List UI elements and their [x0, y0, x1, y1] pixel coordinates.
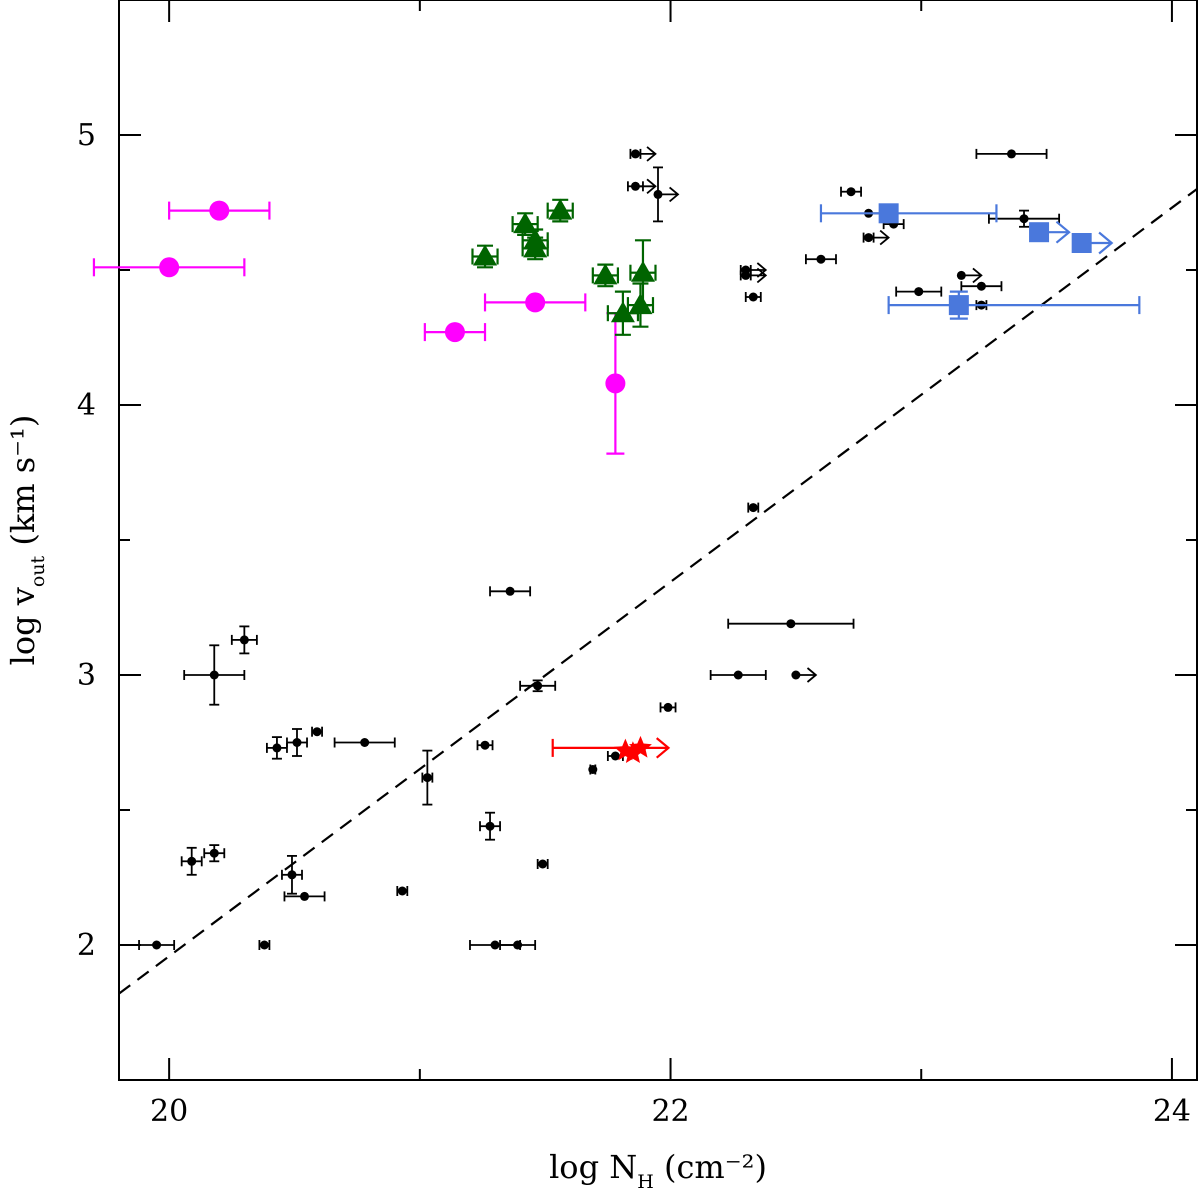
- data-point: [593, 263, 618, 285]
- data-point: [816, 254, 826, 264]
- series-blue: [819, 203, 1141, 320]
- x-axis-title: log NH (cm⁻²): [549, 1148, 767, 1193]
- data-point: [209, 670, 219, 680]
- limit-arrow-head: [646, 146, 657, 162]
- data-point: [444, 322, 465, 343]
- data-point: [422, 773, 432, 783]
- fit-line: [118, 188, 1198, 995]
- limit-arrow-head: [879, 229, 890, 246]
- y-tick-label: 5: [77, 118, 96, 153]
- data-point: [630, 260, 655, 282]
- data-point: [513, 212, 538, 234]
- plot-frame: [118, 0, 1198, 1081]
- y-axis-title-unit: (km s⁻¹): [4, 415, 42, 556]
- fit-line-group: [118, 188, 1198, 995]
- data-point: [523, 236, 548, 258]
- data-point: [292, 738, 302, 747]
- data-point: [878, 203, 899, 224]
- y-axis-title: log vout (km s⁻¹): [4, 415, 49, 666]
- x-axis-title-sub: H: [637, 1171, 654, 1193]
- axis-ticks: 20 22 24 2 3 4 5: [77, 0, 1197, 1129]
- data-point: [748, 292, 758, 302]
- data-point: [610, 301, 635, 323]
- data-point: [239, 635, 249, 645]
- data-point: [312, 727, 322, 737]
- data-point: [187, 856, 197, 866]
- x-tick-label: 22: [651, 1094, 689, 1129]
- limit-arrow-head: [806, 667, 818, 683]
- data-point: [653, 189, 663, 199]
- limit-arrow-head: [646, 178, 657, 194]
- data-point: [628, 293, 653, 315]
- data-point: [1006, 149, 1016, 159]
- data-point: [209, 848, 219, 858]
- data-point: [259, 940, 269, 950]
- data-point: [490, 940, 500, 950]
- data-point: [663, 702, 673, 712]
- limit-arrow-head: [972, 267, 983, 284]
- x-axis-title-main: log N: [549, 1148, 637, 1186]
- data-point: [864, 233, 874, 243]
- data-point: [209, 200, 230, 221]
- data-point: [473, 244, 498, 266]
- data-point: [846, 187, 856, 197]
- data-point: [397, 886, 407, 896]
- data-point: [525, 292, 546, 313]
- limit-arrow-head: [1055, 220, 1071, 244]
- y-tick-label: 2: [77, 928, 96, 963]
- limit-arrow-head: [1098, 231, 1114, 255]
- data-point: [272, 743, 282, 753]
- data-point: [610, 751, 620, 761]
- limit-arrow-head: [655, 737, 671, 759]
- data-point: [480, 740, 490, 750]
- data-point: [505, 586, 515, 596]
- data-point: [513, 940, 523, 950]
- y-tick-label: 4: [77, 388, 96, 423]
- y-tick-label: 3: [77, 658, 96, 693]
- x-axis-title-unit: (cm⁻²): [654, 1148, 767, 1186]
- data-point: [152, 940, 162, 950]
- data-point: [588, 765, 598, 774]
- data-point: [548, 198, 573, 220]
- data-point: [533, 681, 543, 691]
- data-point: [791, 670, 801, 680]
- data-point: [1029, 222, 1050, 243]
- series-red: [551, 735, 671, 763]
- data-point: [605, 373, 626, 394]
- data-point: [630, 181, 640, 191]
- y-axis-title-main: log v: [4, 587, 42, 665]
- data-point: [485, 821, 495, 831]
- data-point: [538, 859, 548, 869]
- data-point: [287, 870, 297, 880]
- data-point: [360, 738, 370, 747]
- data-point: [786, 619, 796, 629]
- x-tick-label: 20: [150, 1094, 188, 1129]
- data-point: [976, 281, 986, 291]
- data-point: [956, 270, 966, 280]
- data-point: [630, 149, 640, 159]
- data-points: [92, 146, 1141, 950]
- data-point: [741, 270, 751, 280]
- data-point: [1019, 214, 1029, 224]
- limit-arrow-head: [669, 186, 680, 203]
- data-point: [300, 891, 310, 901]
- series-green: [471, 198, 657, 336]
- data-point: [748, 503, 758, 513]
- limit-arrow-head: [756, 267, 768, 284]
- x-tick-label: 24: [1153, 1094, 1191, 1129]
- y-axis-title-sub: out: [27, 555, 49, 587]
- data-point: [733, 670, 743, 680]
- data-point: [621, 741, 645, 763]
- data-point: [948, 295, 969, 316]
- data-point: [159, 257, 180, 278]
- series-magenta: [92, 200, 626, 455]
- data-point: [1071, 233, 1092, 253]
- data-point: [914, 287, 924, 297]
- series-black: [138, 146, 1061, 950]
